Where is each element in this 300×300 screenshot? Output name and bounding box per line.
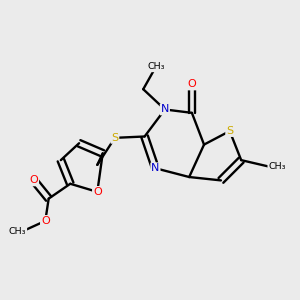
Text: S: S xyxy=(226,126,233,136)
Text: N: N xyxy=(151,163,160,173)
Text: CH₃: CH₃ xyxy=(268,162,286,171)
Text: N: N xyxy=(161,104,169,115)
Text: O: O xyxy=(93,187,102,197)
Text: O: O xyxy=(188,80,196,89)
Text: O: O xyxy=(41,216,50,226)
Text: CH₃: CH₃ xyxy=(9,226,26,236)
Text: O: O xyxy=(29,176,38,185)
Text: S: S xyxy=(111,133,118,143)
Text: CH₃: CH₃ xyxy=(147,62,165,71)
